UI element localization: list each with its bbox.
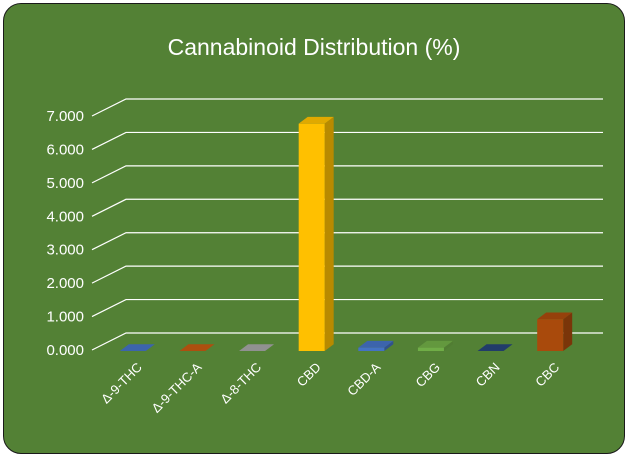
bar (298, 116, 334, 351)
x-tick-label: Δ-9-THC-A (148, 359, 204, 415)
y-tick-label: 3.000 (46, 242, 84, 259)
x-tick-label: CBC (532, 360, 562, 390)
gridline (91, 198, 603, 217)
y-tick-label: 6.000 (46, 141, 84, 158)
y-tick-label: 5.000 (46, 175, 84, 192)
bar (119, 344, 155, 351)
gridline (91, 265, 603, 284)
bar (417, 340, 453, 351)
chart-card: Cannabinoid Distribution (%) 0.000 1.000 2… (3, 3, 625, 454)
x-tick-label: Δ-8-THC (217, 360, 264, 407)
chart-title: Cannabinoid Distribution (%) (167, 34, 461, 60)
bar (358, 340, 394, 351)
x-tick-label: CBN (473, 360, 503, 390)
bar (537, 312, 573, 351)
y-tick-label: 0.000 (46, 342, 84, 359)
y-tick-label: 7.000 (46, 108, 84, 125)
gridline (91, 98, 603, 117)
gridline (91, 332, 603, 351)
y-tick-label: 4.000 (46, 208, 84, 225)
gridline (91, 232, 603, 251)
chart-plot: 0.000 1.000 2.000 3.000 4.000 5.000 6.000 7.000… (46, 98, 603, 416)
y-tick-label: 1.000 (46, 309, 84, 326)
bar (477, 344, 513, 351)
gridline (91, 165, 603, 184)
x-tick-label: CBD (294, 360, 324, 390)
bar (179, 344, 215, 351)
gridline (91, 298, 603, 318)
x-tick-label: CBD-A (344, 359, 383, 398)
x-tick-label: Δ-9-THC (98, 360, 145, 407)
y-tick-label: 2.000 (46, 275, 84, 292)
bar (239, 344, 275, 351)
gridline (91, 131, 603, 150)
x-tick-label: CBG (413, 360, 444, 391)
